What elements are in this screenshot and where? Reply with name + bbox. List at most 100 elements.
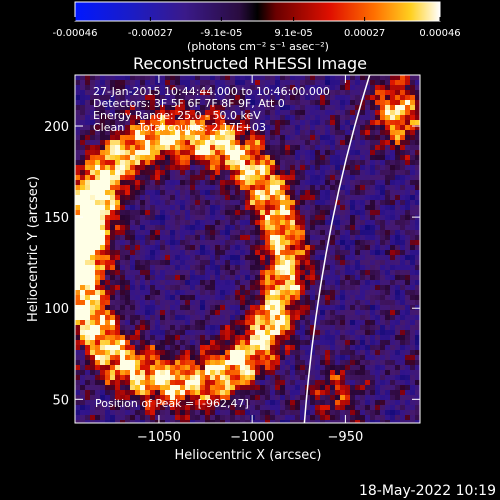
heatmap-cell: [100, 210, 106, 216]
heatmap-cell: [405, 320, 411, 326]
heatmap-cell: [305, 80, 311, 86]
heatmap-cell: [395, 95, 401, 101]
heatmap-cell: [255, 205, 261, 211]
heatmap-cell: [290, 140, 296, 146]
heatmap-cell: [400, 120, 406, 126]
heatmap-cell: [135, 190, 141, 196]
heatmap-cell: [390, 75, 396, 81]
heatmap-cell: [385, 160, 391, 166]
heatmap-cell: [390, 85, 396, 91]
heatmap-cell: [235, 305, 241, 311]
heatmap-cell: [125, 410, 131, 416]
heatmap-cell: [215, 230, 221, 236]
heatmap-cell: [185, 105, 191, 111]
heatmap-cell: [380, 370, 386, 376]
heatmap-cell: [120, 230, 126, 236]
heatmap-cell: [90, 235, 96, 241]
heatmap-cell: [205, 210, 211, 216]
heatmap-cell: [130, 290, 136, 296]
heatmap-cell: [350, 410, 356, 416]
heatmap-cell: [145, 135, 151, 141]
heatmap-cell: [170, 150, 176, 156]
heatmap-cell: [295, 210, 301, 216]
heatmap-cell: [305, 180, 311, 186]
heatmap-cell: [195, 230, 201, 236]
heatmap-cell: [175, 400, 181, 406]
heatmap-cell: [220, 240, 226, 246]
heatmap-cell: [340, 180, 346, 186]
heatmap-cell: [230, 260, 236, 266]
heatmap-cell: [250, 285, 256, 291]
heatmap-cell: [325, 415, 331, 421]
heatmap-cell: [170, 310, 176, 316]
heatmap-cell: [120, 380, 126, 386]
solar-limb-line: [303, 75, 371, 423]
heatmap-cell: [300, 155, 306, 161]
heatmap-cell: [345, 95, 351, 101]
heatmap-cell: [155, 275, 161, 281]
heatmap-cell: [80, 370, 86, 376]
heatmap-cell: [390, 245, 396, 251]
heatmap-cell: [375, 300, 381, 306]
heatmap-cell: [165, 290, 171, 296]
heatmap-cell: [385, 215, 391, 221]
heatmap-cell: [365, 400, 371, 406]
heatmap-cell: [170, 295, 176, 301]
heatmap-cell: [135, 155, 141, 161]
heatmap-cell: [365, 375, 371, 381]
heatmap-cell: [280, 200, 286, 206]
heatmap-cell: [155, 270, 161, 276]
heatmap-cell: [350, 325, 356, 331]
heatmap-cell: [270, 365, 276, 371]
heatmap-cell: [105, 345, 111, 351]
heatmap-cell: [150, 95, 156, 101]
heatmap-cell: [225, 130, 231, 136]
heatmap-cell: [230, 115, 236, 121]
heatmap-cell: [340, 210, 346, 216]
heatmap-cell: [90, 415, 96, 421]
heatmap-cell: [95, 295, 101, 301]
heatmap-cell: [195, 220, 201, 226]
heatmap-cell: [90, 265, 96, 271]
heatmap-cell: [180, 220, 186, 226]
heatmap-cell: [390, 260, 396, 266]
heatmap-cell: [280, 75, 286, 81]
heatmap-cell: [160, 235, 166, 241]
heatmap-cell: [175, 380, 181, 386]
heatmap-cell: [185, 125, 191, 131]
heatmap-cell: [150, 350, 156, 356]
heatmap-cell: [315, 405, 321, 411]
heatmap-cell: [265, 125, 271, 131]
heatmap-cell: [225, 190, 231, 196]
heatmap-cell: [140, 360, 146, 366]
heatmap-cell: [155, 355, 161, 361]
heatmap-cell: [190, 275, 196, 281]
heatmap-cell: [255, 420, 261, 423]
heatmap-cell: [185, 240, 191, 246]
heatmap-cell: [235, 180, 241, 186]
heatmap-cell: [75, 155, 81, 161]
heatmap-cell: [135, 75, 141, 81]
heatmap-cell: [320, 140, 326, 146]
heatmap-cell: [395, 130, 401, 136]
heatmap-cell: [80, 130, 86, 136]
heatmap-cell: [325, 410, 331, 416]
heatmap-cell: [315, 130, 321, 136]
heatmap-cell: [280, 420, 286, 423]
heatmap-cell: [80, 215, 86, 221]
heatmap-cell: [400, 165, 406, 171]
heatmap-cell: [185, 220, 191, 226]
heatmap-cell: [285, 300, 291, 306]
heatmap-cell: [325, 345, 331, 351]
heatmap-cell: [145, 395, 151, 401]
heatmap-cell: [100, 170, 106, 176]
heatmap-cell: [265, 360, 271, 366]
heatmap-cell: [165, 155, 171, 161]
heatmap-cell: [365, 330, 371, 336]
heatmap-cell: [385, 165, 391, 171]
heatmap-cell: [140, 285, 146, 291]
heatmap-cell: [140, 100, 146, 106]
heatmap-cell: [380, 145, 386, 151]
heatmap-cell: [390, 185, 396, 191]
heatmap-cell: [170, 180, 176, 186]
